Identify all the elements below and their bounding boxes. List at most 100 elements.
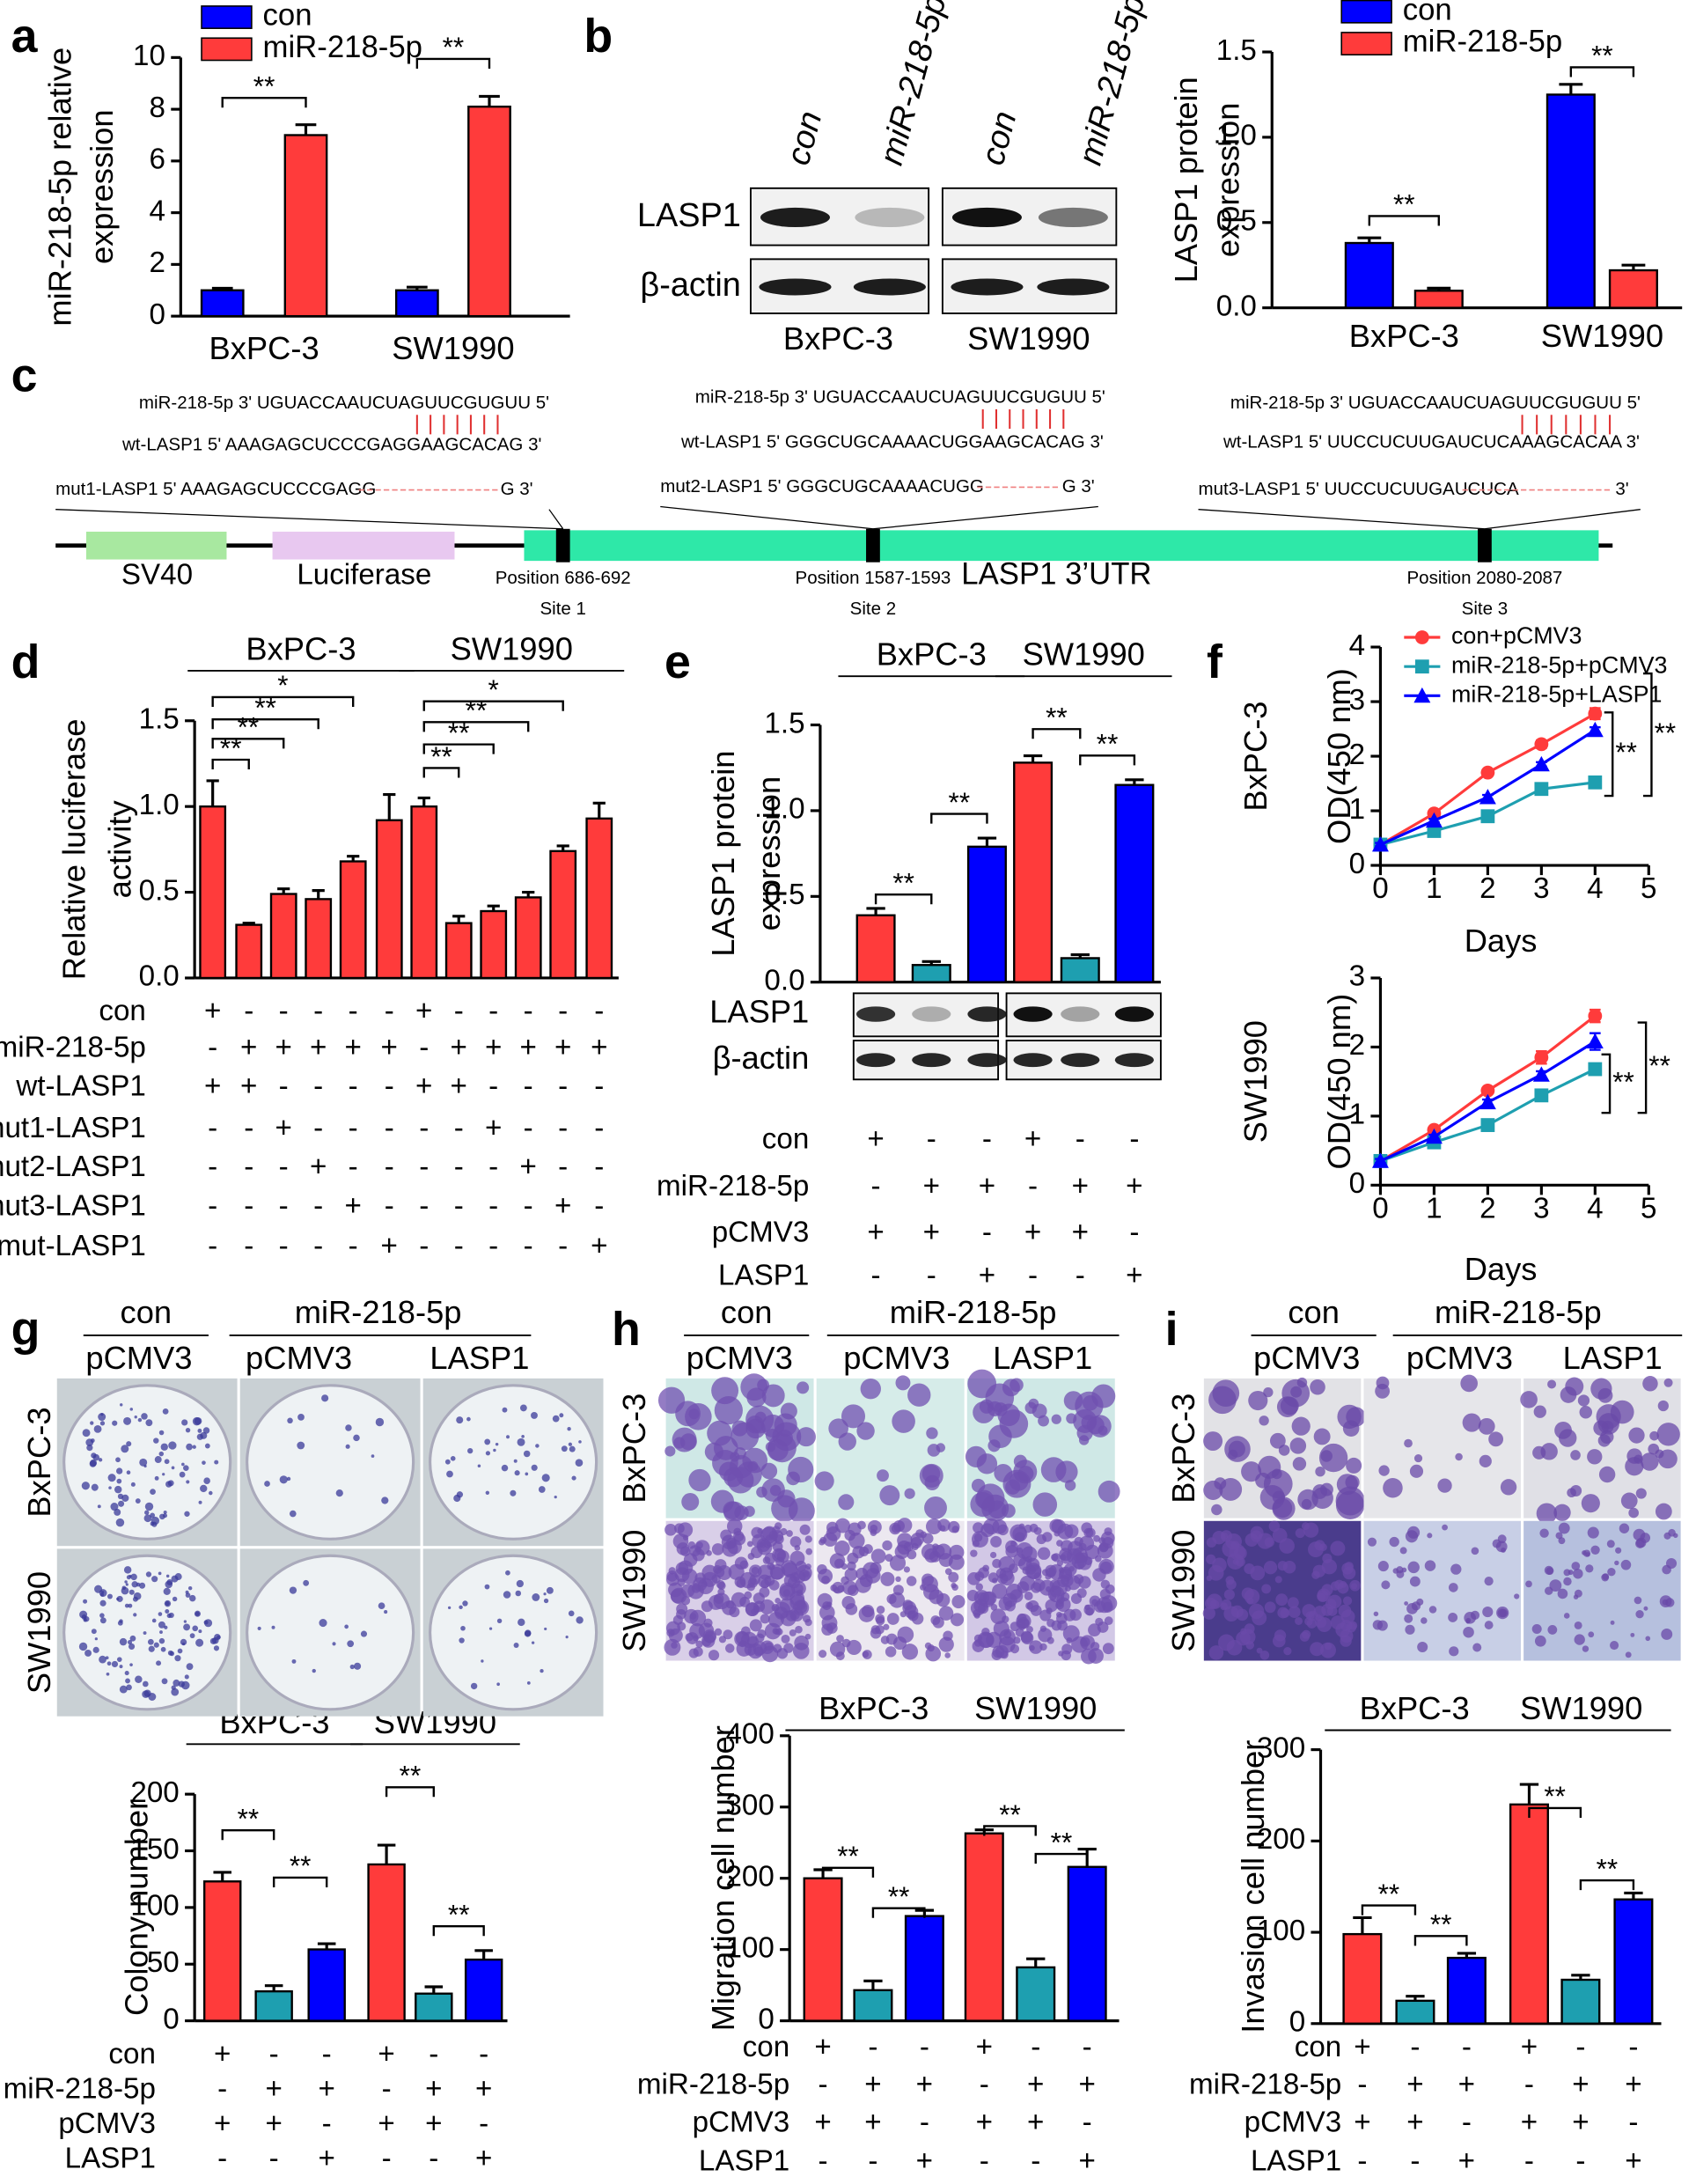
cell-dot [99,1592,105,1597]
cell-dot [91,1452,97,1459]
condition-mark: - [208,1230,217,1262]
point [1534,782,1549,797]
cell-dot [124,1580,128,1584]
cell-dot [1098,1537,1106,1545]
cell-dot [209,1490,213,1496]
cell-dot [731,1420,748,1437]
y-tick-label: 1 [1349,793,1365,826]
cell-dot [106,1672,110,1676]
condition-mark: + [1126,1170,1142,1202]
condition-mark: - [1357,2144,1367,2177]
cell-dot [90,1421,94,1425]
condition-mark: - [871,1259,881,1291]
cell-dot [1252,1610,1267,1626]
point [1588,1062,1603,1077]
condition-mark: - [868,2031,877,2063]
bar [1608,268,1658,309]
condition-mark: - [217,2072,227,2105]
group-label: BxPC-3 [877,636,987,673]
condition-mark: - [1028,1259,1038,1291]
condition-mark: - [558,1070,568,1103]
cell-dot [731,1592,746,1607]
cell-dot [189,1633,195,1639]
y-tick-label: 4 [150,195,165,227]
cell-dot [143,1464,147,1468]
cell-dot [821,1614,838,1631]
cell-dot [1310,1379,1325,1395]
cell-dot [1409,1576,1421,1587]
cell-dot [1104,1527,1112,1536]
condition-mark: + [814,2031,831,2063]
cell-dot [200,1484,208,1493]
condition-mark: - [524,1112,533,1144]
cell-dot [1060,1551,1073,1564]
cell-dot [711,1543,724,1555]
cell-dot [1102,1643,1114,1655]
y-tick-label: 200 [130,1776,179,1809]
condition-mark: - [244,995,253,1027]
cell-dot [347,1640,355,1648]
cell-dot [1045,1564,1057,1577]
cell-dot [865,1568,881,1584]
panel-letter: f [1207,636,1222,688]
cell-dot [495,1442,499,1446]
cell-dot [726,1537,738,1549]
cell-dot [1002,1379,1020,1397]
cell-dot [575,1459,584,1467]
cell-dot [1321,1584,1333,1596]
cell-dot [1563,1613,1570,1619]
cell-dot [1399,1547,1407,1555]
condition-mark: - [244,1189,253,1222]
condition-mark: - [1031,2144,1040,2177]
blot-band [1013,1006,1053,1022]
cell-dot [1635,1488,1647,1499]
cell-dot [1006,1584,1023,1600]
cell-dot [568,1610,575,1617]
cell-dot [453,1494,461,1503]
cell-dot [129,1635,136,1642]
bar [1060,957,1100,983]
cell-dot [163,1513,168,1519]
condition-mark: - [385,1151,394,1183]
condition-mark: + [864,2106,881,2138]
bar [307,1948,346,2022]
cell-dot [1525,1580,1532,1588]
x-tick-label: SW1990 [392,330,514,366]
condition-mark: + [867,1216,884,1248]
cell-dot [714,1628,723,1636]
cell-dot [1610,1400,1634,1424]
condition-label: mut1-LASP1 [0,1112,146,1144]
cell-dot [202,1460,206,1465]
condition-mark: + [265,2107,282,2140]
cell-dot [124,1603,129,1608]
error-bar [1519,1783,1539,1805]
cell-dot [1484,1577,1494,1586]
cell-dot [1661,1628,1673,1640]
cell-dot [1377,1561,1389,1572]
significance-bracket [821,1866,875,1878]
cell-dot [829,1641,846,1658]
cell-dot [515,1590,522,1597]
condition-mark: - [819,2144,828,2177]
cell-dot [886,1613,899,1625]
cell-dot [1424,1560,1436,1571]
position-label: Position 686-692 [496,568,631,588]
condition-mark: - [524,1230,533,1262]
point [1588,1009,1603,1024]
cell-dot [165,1574,170,1578]
condition-mark: + [1027,2069,1044,2101]
cell-dot [728,1563,745,1580]
cell-dot [910,1536,922,1549]
column-label: pCMV3 [843,1340,950,1376]
condition-mark: + [415,995,432,1027]
bar [283,134,328,318]
cell-dot [289,1510,297,1518]
cell-dot [1668,1528,1676,1537]
y-axis-label: Colony number [119,1799,155,2016]
column-label: pCMV3 [686,1340,793,1376]
significance-label: ** [1097,728,1119,760]
error-bar [213,1871,231,1882]
cell-dot [1274,1629,1287,1642]
cell-dot [198,1500,202,1504]
row-label: BxPC-3 [1237,701,1274,811]
